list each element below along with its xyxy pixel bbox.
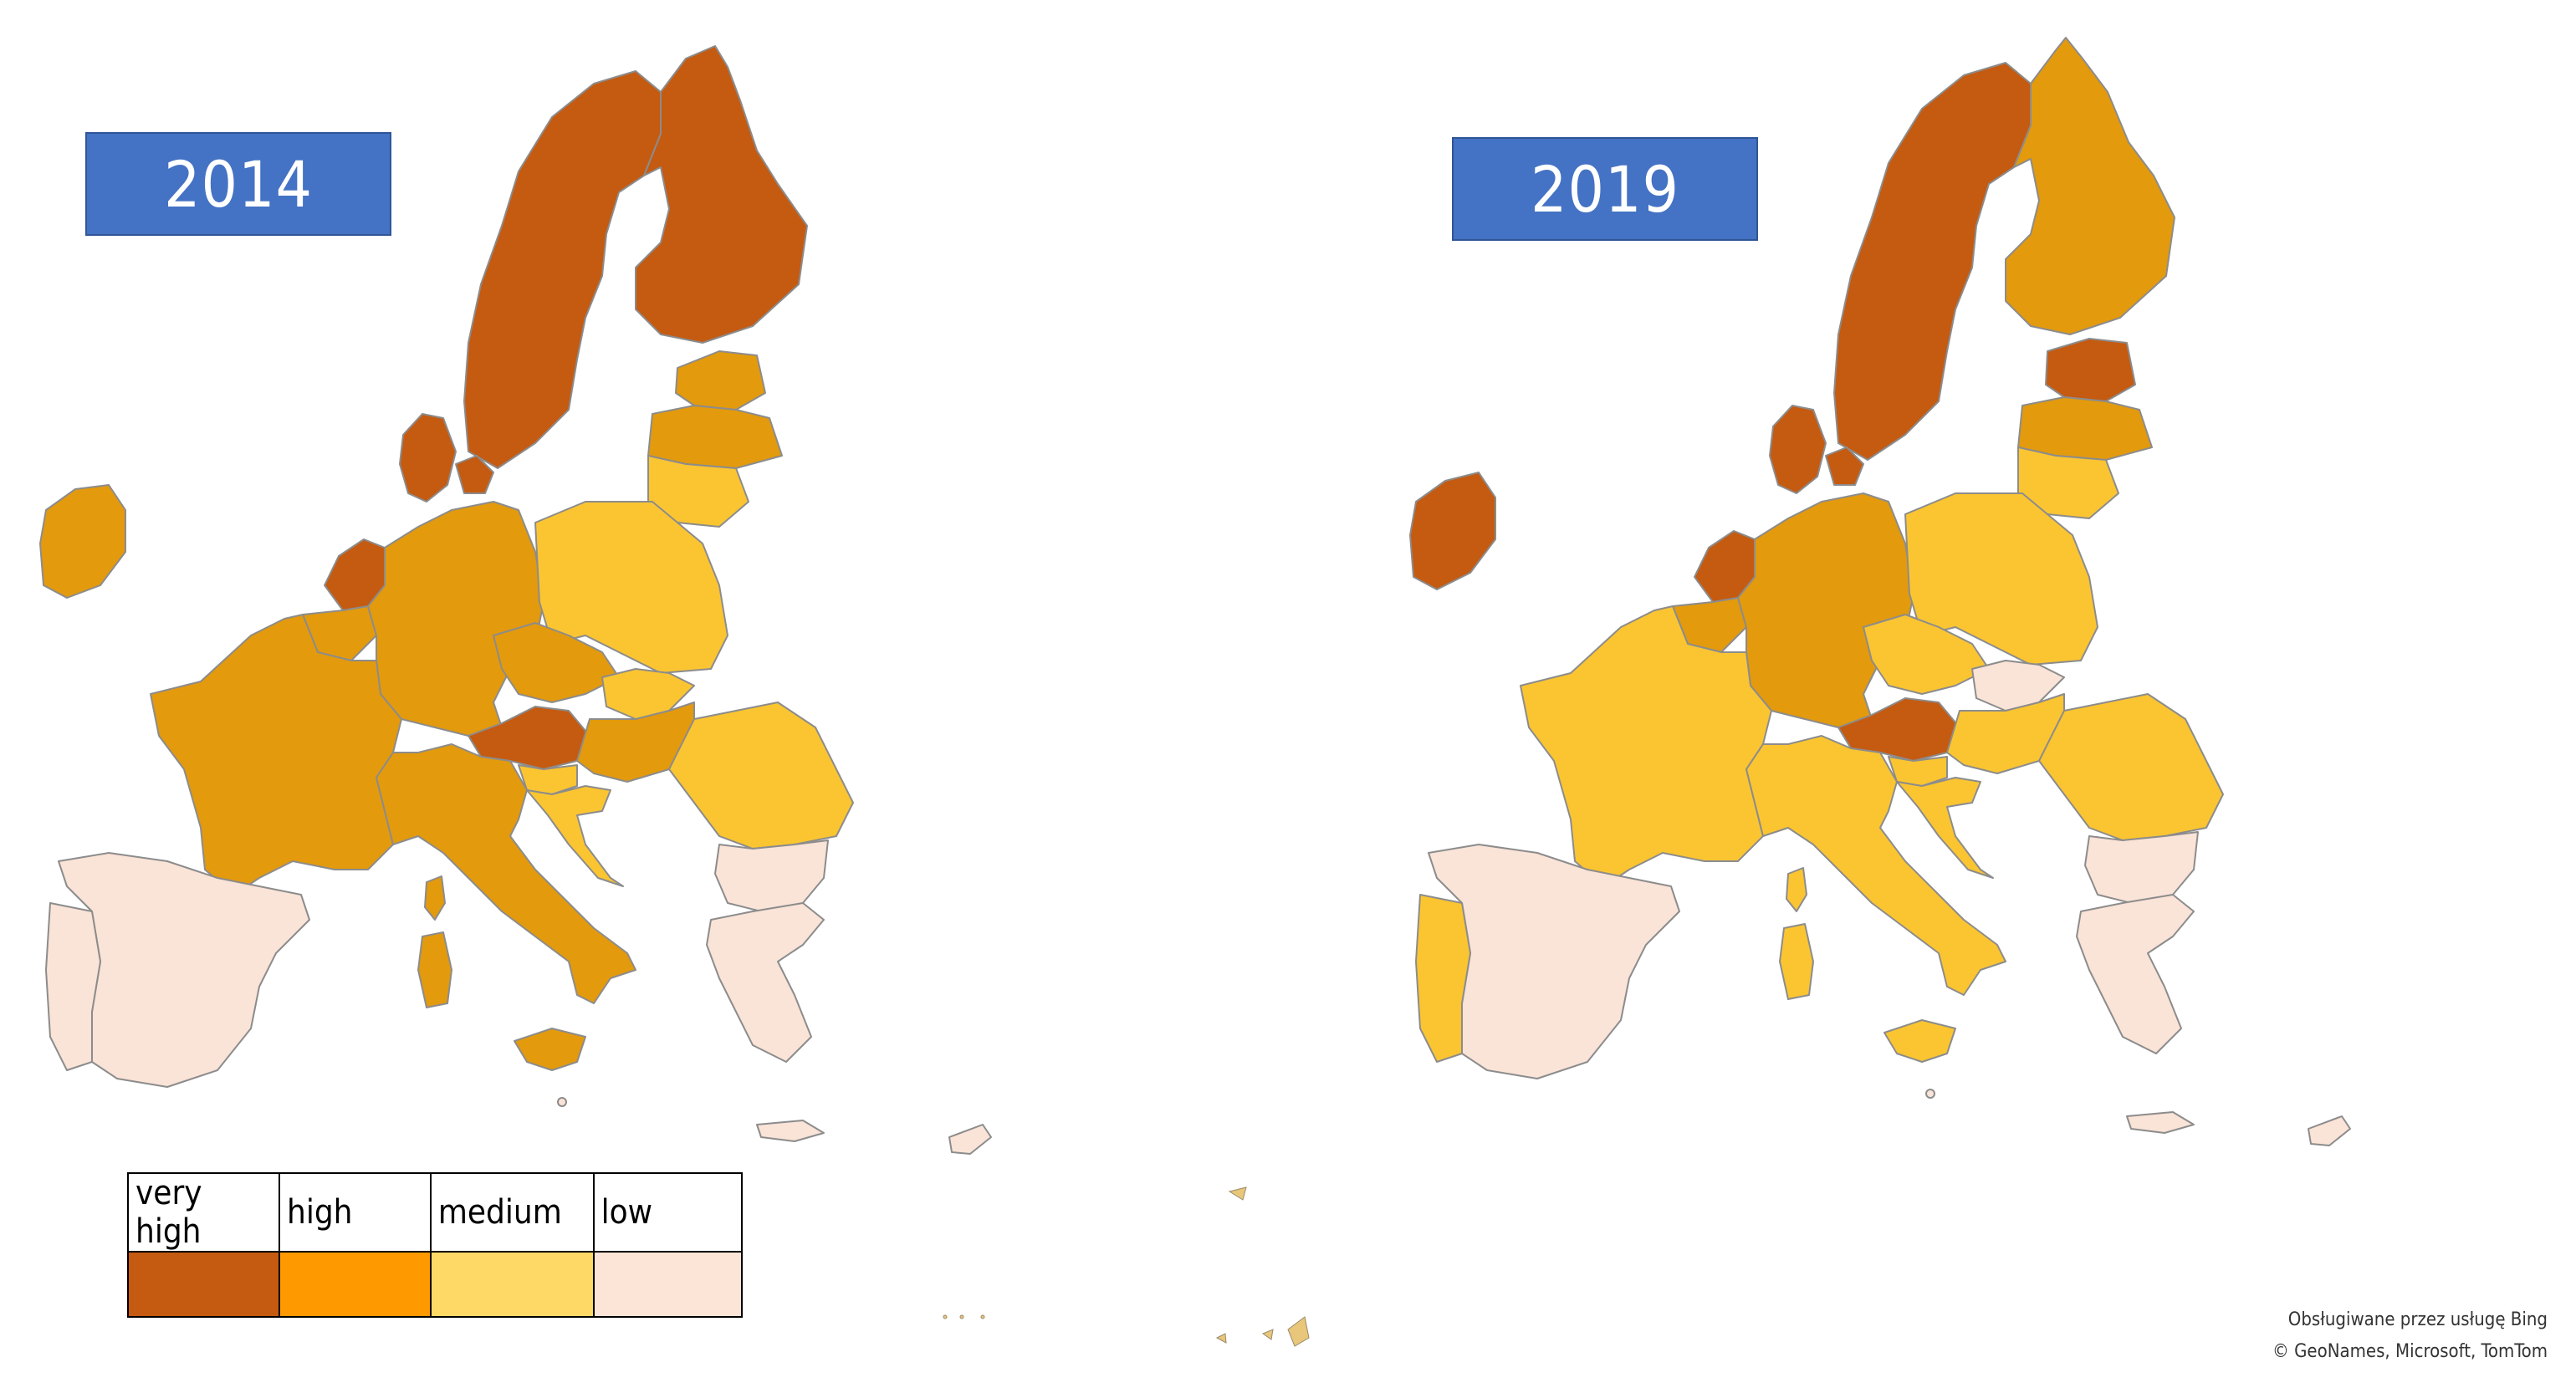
legend-swatch-high bbox=[279, 1251, 432, 1318]
region-finland bbox=[2005, 37, 2175, 335]
region-greece bbox=[706, 902, 825, 1063]
region-sardinia bbox=[417, 931, 452, 1008]
region-slovakia bbox=[1971, 660, 2065, 712]
region-cyprus bbox=[948, 1124, 992, 1155]
region-corsica bbox=[424, 875, 446, 921]
year-label: 2019 bbox=[1531, 151, 1679, 227]
region-romania bbox=[668, 702, 854, 850]
legend: very high high medium low bbox=[126, 1172, 744, 1318]
region-france bbox=[150, 614, 402, 896]
region-crete bbox=[756, 1120, 825, 1142]
region-ireland bbox=[1409, 472, 1496, 590]
region-crete bbox=[2126, 1111, 2195, 1134]
region-sweden bbox=[463, 70, 662, 469]
region-sweden bbox=[1833, 62, 2032, 461]
region-denmark bbox=[399, 413, 457, 503]
legend-label-very-high: very high bbox=[126, 1172, 281, 1253]
region-germany bbox=[1737, 492, 1914, 728]
legend-swatch-very-high bbox=[126, 1251, 281, 1318]
region-malta bbox=[1925, 1089, 1935, 1099]
map-2019 bbox=[1409, 37, 2351, 1146]
region-denmark-islands bbox=[1825, 446, 1864, 486]
region-greece bbox=[2076, 894, 2195, 1054]
legend-label-medium: medium bbox=[429, 1172, 595, 1253]
year-label: 2014 bbox=[164, 146, 313, 222]
map-attribution: Obsługiwane przez usługę Bing © GeoNames… bbox=[2272, 1304, 2548, 1368]
legend-swatch-medium bbox=[429, 1251, 595, 1318]
attribution-line-1: Obsługiwane przez usługę Bing bbox=[2287, 1309, 2548, 1330]
region-malta bbox=[557, 1097, 567, 1107]
region-sicily bbox=[1883, 1019, 1956, 1063]
region-czechia bbox=[1863, 614, 1990, 695]
region-czechia bbox=[493, 622, 620, 703]
region-denmark bbox=[1769, 405, 1827, 494]
region-germany bbox=[367, 501, 544, 737]
year-badge-2019: 2019 bbox=[1452, 137, 1758, 241]
region-croatia bbox=[1896, 777, 1994, 879]
island-fragments bbox=[943, 1186, 1310, 1347]
region-italy bbox=[376, 743, 636, 1004]
region-estonia bbox=[2045, 338, 2136, 402]
legend-label-high: high bbox=[279, 1172, 432, 1253]
region-bulgaria bbox=[2084, 831, 2199, 904]
region-ireland bbox=[39, 484, 126, 599]
region-estonia bbox=[675, 350, 766, 411]
legend-label-low: low bbox=[592, 1172, 744, 1253]
region-corsica bbox=[1786, 867, 1807, 912]
legend-swatch-low bbox=[592, 1251, 744, 1318]
region-sardinia bbox=[1779, 923, 1814, 1000]
region-latvia bbox=[647, 405, 783, 469]
region-slovakia bbox=[601, 668, 695, 720]
region-sicily bbox=[514, 1028, 586, 1071]
region-denmark-islands bbox=[455, 455, 494, 494]
region-portugal bbox=[1415, 894, 1471, 1063]
attribution-line-2: © GeoNames, Microsoft, TomTom bbox=[2272, 1341, 2548, 1362]
region-finland bbox=[635, 45, 808, 344]
region-bulgaria bbox=[714, 839, 829, 912]
region-latvia bbox=[2017, 396, 2153, 461]
region-romania bbox=[2038, 693, 2224, 841]
map-2014 bbox=[39, 45, 992, 1155]
year-badge-2014: 2014 bbox=[85, 132, 391, 236]
region-portugal bbox=[45, 902, 101, 1071]
region-italy bbox=[1745, 735, 2006, 996]
region-france bbox=[1520, 605, 1772, 887]
region-cyprus bbox=[2308, 1115, 2351, 1146]
region-croatia bbox=[526, 785, 624, 887]
